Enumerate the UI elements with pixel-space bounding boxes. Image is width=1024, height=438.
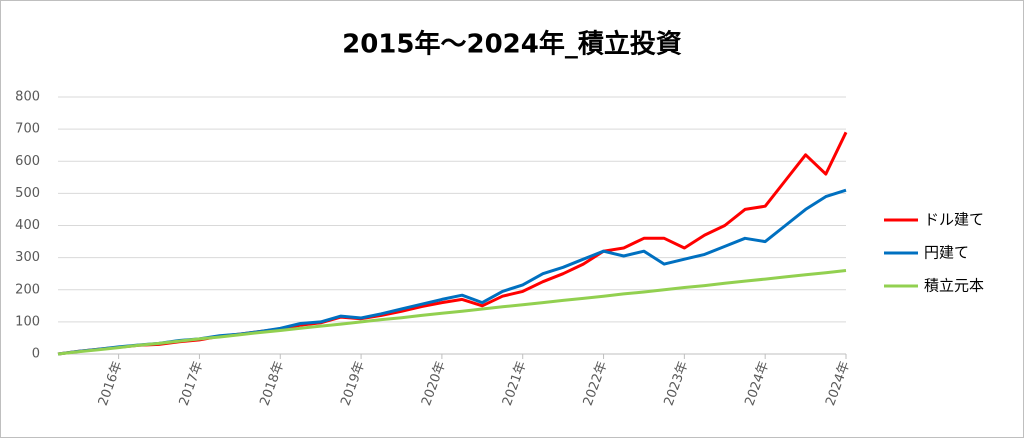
y-tick-label: 200 [15,282,40,297]
y-tick-label: 700 [15,122,40,137]
y-tick-label: 800 [15,90,40,105]
chart-title: 2015年～2024年_積立投資 [342,29,682,60]
y-tick-label: 0 [32,347,40,362]
y-tick-label: 300 [15,250,40,265]
legend-label: 円建て [924,244,969,262]
legend-label: 積立元本 [924,277,984,295]
y-tick-label: 400 [15,218,40,233]
y-tick-label: 500 [15,186,40,201]
series-line [57,269,847,356]
y-tick-label: 100 [15,314,40,329]
y-tick-label: 600 [15,154,40,169]
legend-label: ドル建て [924,211,984,229]
